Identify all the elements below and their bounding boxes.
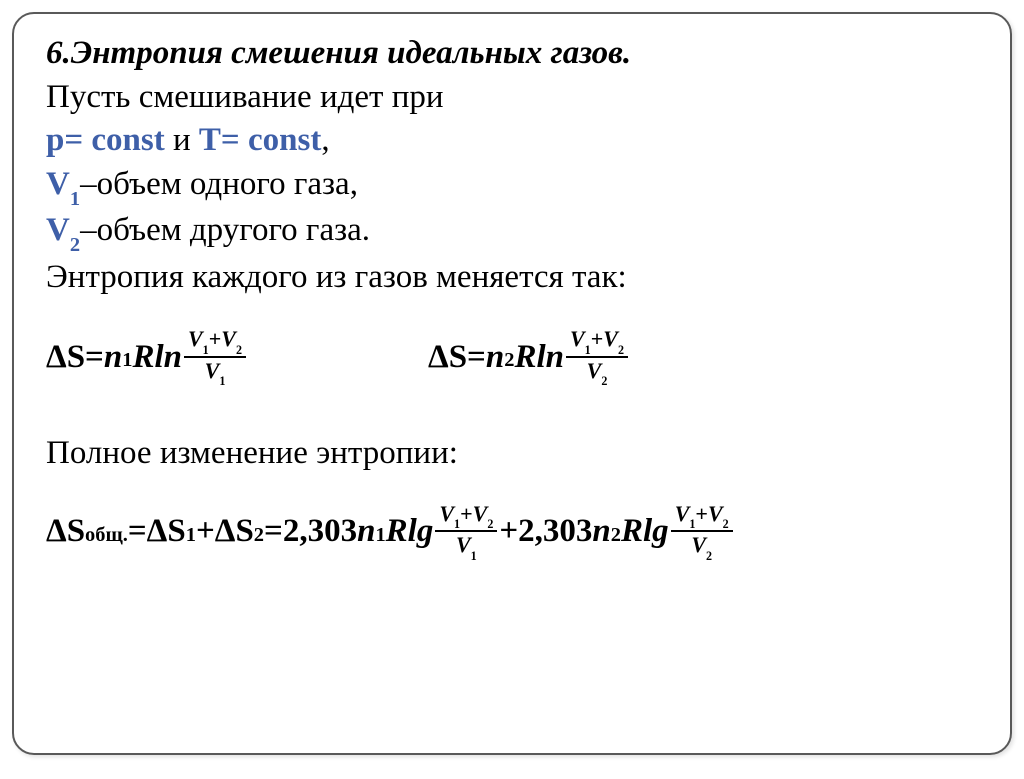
p-const-label: p= const (46, 122, 165, 158)
deltaS: ΔS (46, 339, 85, 376)
v2-desc: –объем другого газа. (80, 212, 370, 248)
n2-sub: 2 (611, 524, 621, 547)
and-word: и (165, 122, 199, 158)
coef1: 2,303 (283, 513, 357, 550)
ln: ln (154, 339, 182, 376)
lg1: lg (408, 513, 434, 550)
fraction-total-1: V1+V2 V1 (435, 502, 497, 561)
n: n (486, 339, 504, 376)
s2-sub: 2 (254, 524, 264, 547)
n1-sub: 1 (375, 524, 385, 547)
fraction-2: V1+V2 V2 (566, 327, 628, 386)
v1-desc: –объем одного газа, (80, 166, 358, 202)
s1-sub: 1 (186, 524, 196, 547)
lg2: lg (643, 513, 669, 550)
frac-num: V1+V2 (566, 327, 628, 355)
n1: n (357, 513, 375, 550)
t-const-label: T= const (199, 122, 321, 158)
equals: = (467, 339, 486, 376)
frac-den: V1 (452, 533, 481, 561)
n-sub: 1 (122, 349, 132, 372)
coef2: 2,303 (518, 513, 592, 550)
comma: , (321, 122, 329, 158)
equation-total: ΔSобщ. = ΔS1 + ΔS2 = 2,303 n1 R lg V1+V2… (46, 502, 978, 561)
R: R (514, 339, 536, 376)
equation-delta-s1: ΔS = n1 R ln V1+V2 V1 (46, 327, 248, 386)
conditions-line: p= const и T= const, (46, 119, 978, 163)
frac-num: V1+V2 (435, 502, 497, 530)
v2-subscript: 2 (70, 234, 80, 256)
frac-num: V1+V2 (184, 327, 246, 355)
dS2: ΔS (215, 513, 254, 550)
n: n (104, 339, 122, 376)
equation-row: ΔS = n1 R ln V1+V2 V1 ΔS = n2 R ln (46, 327, 978, 386)
plus1: + (196, 513, 215, 550)
frac-den: V2 (687, 533, 716, 561)
slide-frame: 6.Энтропия смешения идеальных газов. Пус… (12, 12, 1012, 755)
eq2: = (264, 513, 283, 550)
intro-line: Пусть смешивание идет при (46, 76, 978, 120)
R1: R (386, 513, 408, 550)
eq1: = (128, 513, 147, 550)
n2: n (592, 513, 610, 550)
R2: R (621, 513, 643, 550)
fraction-total-2: V1+V2 V2 (671, 502, 733, 561)
ln: ln (536, 339, 564, 376)
v2-symbol: V (46, 212, 70, 248)
fraction-1: V1+V2 V1 (184, 327, 246, 386)
v2-line: V2–объем другого газа. (46, 209, 978, 256)
v1-subscript: 1 (70, 188, 80, 210)
n-sub: 2 (504, 349, 514, 372)
total-sub: общ. (85, 524, 128, 547)
v1-symbol: V (46, 166, 70, 202)
equals: = (85, 339, 104, 376)
dS1: ΔS (147, 513, 186, 550)
frac-num: V1+V2 (671, 502, 733, 530)
R: R (132, 339, 154, 376)
entropy-each-line: Энтропия каждого из газов меняется так: (46, 256, 978, 300)
frac-den: V2 (583, 359, 612, 387)
v1-line: V1–объем одного газа, (46, 163, 978, 210)
frac-den: V1 (201, 359, 230, 387)
deltaS: ΔS (428, 339, 467, 376)
total-change-label: Полное изменение энтропии: (46, 435, 978, 472)
slide-title: 6.Энтропия смешения идеальных газов. (46, 32, 978, 76)
dS-total: ΔS (46, 513, 85, 550)
equation-delta-s2: ΔS = n2 R ln V1+V2 V2 (428, 327, 630, 386)
plus2: + (499, 513, 518, 550)
